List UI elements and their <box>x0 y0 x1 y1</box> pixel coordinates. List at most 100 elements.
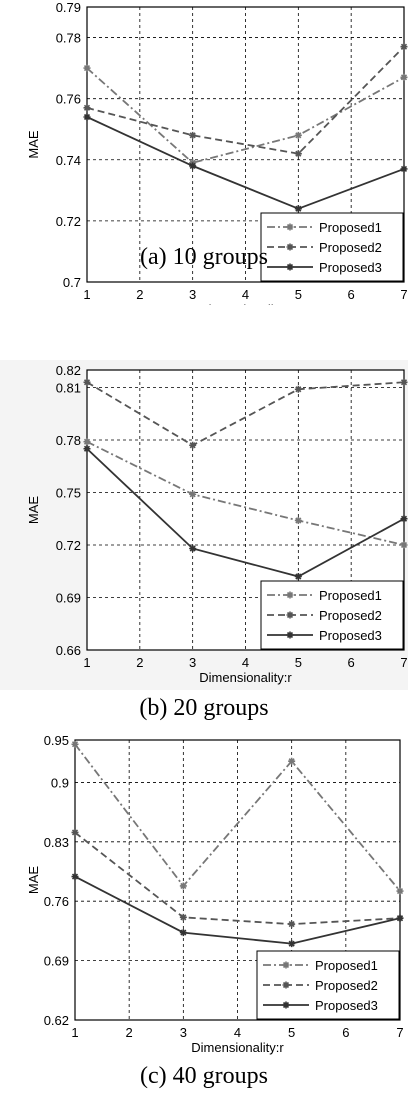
data-point-proposed1 <box>83 438 91 446</box>
x-tick-label: 1 <box>83 655 90 670</box>
legend-marker-proposed1 <box>286 223 294 231</box>
legend-marker-proposed2 <box>286 243 294 251</box>
x-tick-label: 2 <box>136 287 143 302</box>
y-tick-label: 0.76 <box>56 92 81 107</box>
y-axis-label: MAE <box>26 496 41 525</box>
data-point-proposed2 <box>189 131 197 139</box>
legend-marker-proposed3 <box>286 263 294 271</box>
legend-marker-proposed3 <box>286 631 294 639</box>
series-line-proposed3 <box>86 448 405 578</box>
chart-panel-10-groups: 1 2 3 4 5 6 7 0.7 0.72 0.74 0.76 0.78 0.79 Dimensiona… <box>0 0 408 305</box>
legend-marker-proposed2 <box>282 981 290 989</box>
y-tick-label: 0.72 <box>56 214 81 229</box>
legend-label-proposed2: Proposed2 <box>319 240 382 255</box>
data-point-proposed1 <box>396 887 404 895</box>
mae-chart-10-groups: 1 2 3 4 5 6 7 0.7 0.72 0.74 0.76 0.78 0.79 Dimensiona… <box>26 0 408 305</box>
data-point-proposed2 <box>179 913 187 921</box>
series-line-proposed1 <box>74 743 401 892</box>
data-point-proposed2 <box>294 385 302 393</box>
data-point-proposed3 <box>83 113 91 121</box>
y-tick-label: 0.82 <box>56 363 81 378</box>
y-tick-label: 0.78 <box>56 433 81 448</box>
data-point-proposed3 <box>71 873 79 881</box>
mae-chart-20-groups: 1 2 3 4 5 6 7 0.66 0.69 0.72 0.75 0.78 0.81 0.82 Dimen… <box>26 363 408 685</box>
data-point-proposed3 <box>189 162 197 170</box>
data-point-proposed2 <box>83 378 91 386</box>
x-tick-label: 7 <box>400 287 407 302</box>
x-tick-label: 1 <box>83 287 90 302</box>
data-point-proposed3 <box>396 914 404 922</box>
data-point-proposed2 <box>294 150 302 158</box>
y-tick-label: 0.9 <box>51 775 69 790</box>
y-axis-label: MAE <box>26 866 41 895</box>
data-point-proposed1 <box>288 757 296 765</box>
x-tick-label: 7 <box>396 1025 403 1040</box>
series-line-proposed1 <box>86 440 405 546</box>
x-tick-label: 7 <box>400 655 407 670</box>
x-tick-label: 6 <box>348 655 355 670</box>
y-tick-label: 0.78 <box>56 31 81 46</box>
data-point-proposed1 <box>71 740 79 748</box>
y-tick-label: 0.83 <box>44 835 69 850</box>
caption-10-groups: (a) 10 groups <box>140 244 268 270</box>
y-tick-label: 0.76 <box>44 894 69 909</box>
x-axis-label: Dimensionality:r <box>199 302 292 305</box>
plot-frame <box>86 6 405 283</box>
data-point-proposed2 <box>71 828 79 836</box>
legend-label-proposed2: Proposed2 <box>315 978 378 993</box>
plot-frame <box>86 369 405 651</box>
data-point-proposed3 <box>400 165 408 173</box>
x-tick-label: 3 <box>189 655 196 670</box>
y-tick-label: 0.69 <box>44 954 69 969</box>
data-point-proposed3 <box>400 515 408 523</box>
data-point-proposed2 <box>288 920 296 928</box>
x-tick-label: 4 <box>242 287 249 302</box>
legend-marker-proposed1 <box>286 591 294 599</box>
series-line-proposed2 <box>86 381 405 447</box>
data-point-proposed1 <box>189 490 197 498</box>
y-tick-label: 0.66 <box>56 643 81 658</box>
y-tick-label: 0.7 <box>63 275 81 290</box>
data-point-proposed3 <box>179 929 187 937</box>
chart-panel-40-groups: 1 2 3 4 5 6 7 0.62 0.69 0.76 0.83 0.9 0.95 Dimensiona… <box>0 728 408 1058</box>
x-tick-label: 6 <box>348 287 355 302</box>
data-point-proposed1 <box>400 73 408 81</box>
legend-marker-proposed2 <box>286 611 294 619</box>
x-tick-label: 5 <box>295 287 302 302</box>
y-tick-label: 0.95 <box>44 733 69 748</box>
x-axis-label: Dimensionality:r <box>191 1040 284 1055</box>
legend-marker-proposed3 <box>282 1001 290 1009</box>
data-point-proposed3 <box>288 940 296 948</box>
legend-label-proposed1: Proposed1 <box>315 958 378 973</box>
data-point-proposed1 <box>83 64 91 72</box>
data-point-proposed3 <box>83 445 91 453</box>
data-point-proposed2 <box>83 104 91 112</box>
y-tick-label: 0.81 <box>56 381 81 396</box>
x-tick-label: 5 <box>288 1025 295 1040</box>
data-point-proposed2 <box>400 378 408 386</box>
data-point-proposed1 <box>179 882 187 890</box>
series-line-proposed2 <box>74 831 401 926</box>
data-point-proposed2 <box>400 43 408 51</box>
y-tick-label: 0.75 <box>56 486 81 501</box>
data-point-proposed1 <box>294 517 302 524</box>
data-point-proposed3 <box>294 205 302 213</box>
y-tick-label: 0.69 <box>56 591 81 606</box>
series-line-proposed3 <box>86 116 405 210</box>
data-point-proposed1 <box>400 541 408 549</box>
data-point-proposed2 <box>189 441 197 449</box>
chart-panel-20-groups: 1 2 3 4 5 6 7 0.66 0.69 0.72 0.75 0.78 0.81 0.82 Dimen… <box>0 360 408 690</box>
x-tick-label: 3 <box>180 1025 187 1040</box>
y-tick-label: 0.72 <box>56 538 81 553</box>
caption-20-groups: (b) 20 groups <box>139 695 269 721</box>
legend-label-proposed2: Proposed2 <box>319 608 382 623</box>
data-point-proposed3 <box>189 545 197 552</box>
x-axis-label: Dimensionality:r <box>199 670 292 685</box>
x-tick-label: 2 <box>136 655 143 670</box>
x-tick-label: 1 <box>71 1025 78 1040</box>
x-tick-label: 5 <box>295 655 302 670</box>
mae-chart-40-groups: 1 2 3 4 5 6 7 0.62 0.69 0.76 0.83 0.9 0.95 Dimensiona… <box>26 733 404 1055</box>
legend-label-proposed3: Proposed3 <box>319 628 382 643</box>
series-line-proposed2 <box>86 46 405 155</box>
x-tick-label: 4 <box>242 655 249 670</box>
